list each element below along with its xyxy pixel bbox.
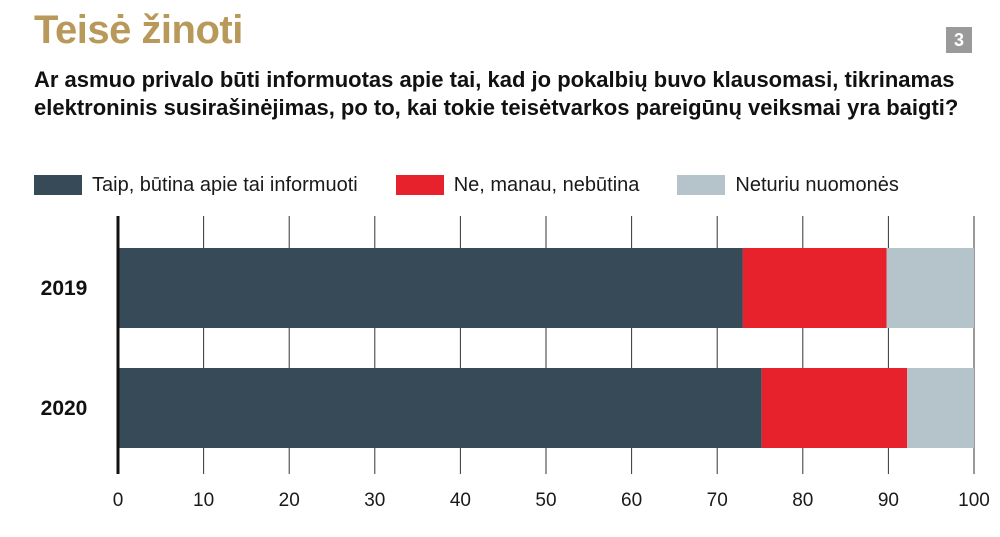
x-tick-label-0: 0 — [113, 490, 124, 511]
x-tick-label-100: 100 — [958, 490, 990, 511]
x-tick-label-80: 80 — [792, 490, 813, 511]
x-tick-label-30: 30 — [364, 490, 385, 511]
bar-2019-series-0 — [118, 248, 743, 328]
legend-label-no: Ne, manau, nebūtina — [453, 173, 640, 196]
x-tick-label-90: 90 — [878, 490, 899, 511]
legend: Taip, būtina apie tai informuoti Ne, man… — [34, 172, 937, 198]
x-tick-label-10: 10 — [193, 490, 214, 511]
legend-item-yes: Taip, būtina apie tai informuoti — [34, 174, 358, 197]
x-tick-label-40: 40 — [450, 490, 471, 511]
legend-label-no-opinion: Neturiu nuomonės — [735, 173, 899, 196]
legend-swatch-no-opinion — [677, 175, 726, 195]
bar-2020-series-2 — [907, 368, 974, 448]
bar-2020-series-0 — [118, 368, 762, 448]
legend-label-yes: Taip, būtina apie tai informuoti — [92, 173, 358, 196]
x-tick-label-60: 60 — [621, 490, 642, 511]
chart-title: Teisė žinoti — [34, 8, 243, 52]
category-label-2020: 2020 — [41, 397, 88, 420]
category-label-2019: 2019 — [41, 277, 88, 300]
legend-swatch-yes — [34, 175, 82, 195]
bar-2020-series-1 — [761, 368, 908, 448]
chart-question: Ar asmuo privalo būti informuotas apie t… — [34, 67, 959, 120]
page-number-badge: 3 — [946, 27, 972, 53]
legend-item-no: Ne, manau, nebūtina — [395, 173, 640, 197]
bar-2019-series-1 — [742, 248, 887, 328]
x-tick-label-50: 50 — [535, 490, 556, 511]
x-tick-label-70: 70 — [707, 490, 728, 511]
legend-item-no-opinion: Neturiu nuomonės — [677, 173, 899, 197]
x-tick-label-20: 20 — [279, 490, 300, 511]
legend-swatch-no — [395, 175, 444, 195]
bar-2019-series-2 — [886, 248, 974, 328]
